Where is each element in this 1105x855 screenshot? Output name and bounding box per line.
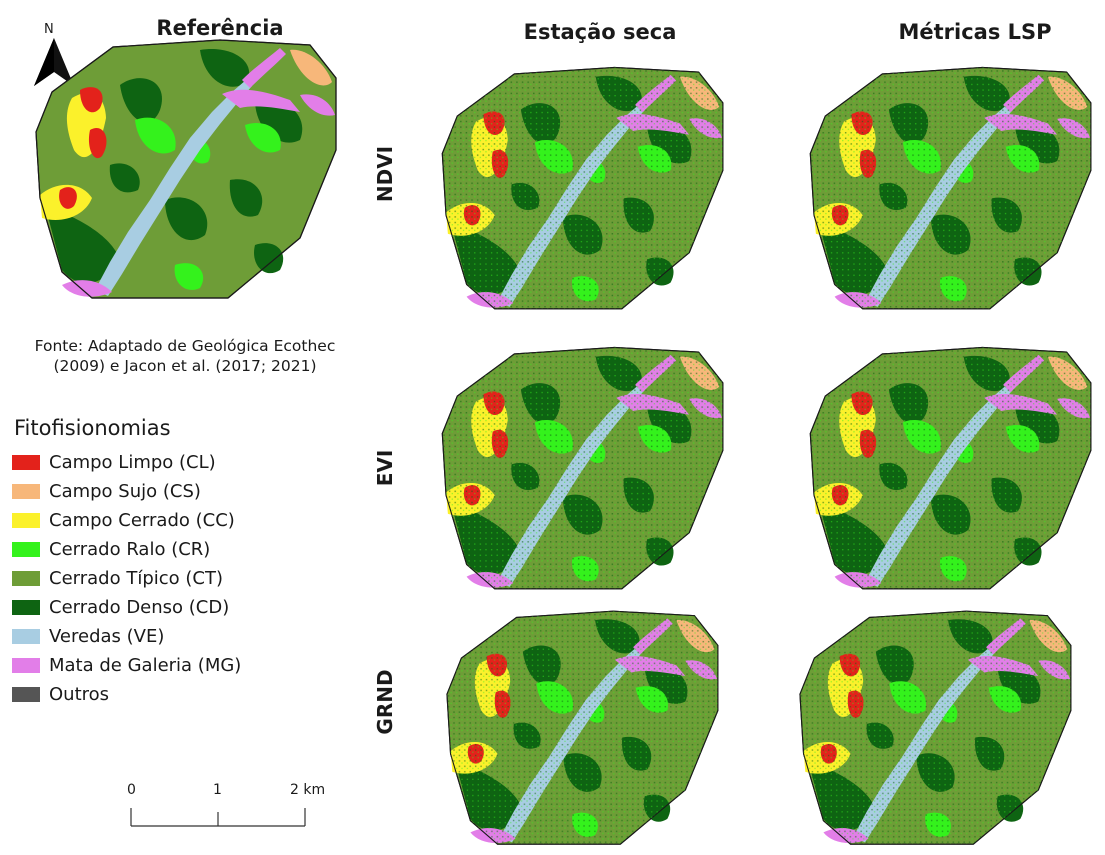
map-referencia bbox=[35, 39, 337, 299]
legend-item: Campo Sujo (CS) bbox=[12, 477, 352, 506]
legend-item: Cerrado Denso (CD) bbox=[12, 593, 352, 622]
map-estacao-seca-grnd bbox=[446, 610, 719, 845]
legend-label: Veredas (VE) bbox=[49, 626, 165, 647]
legend-swatch bbox=[12, 513, 40, 528]
legend-item: Campo Limpo (CL) bbox=[12, 448, 352, 477]
scale-bar: 0 1 2 km bbox=[120, 782, 340, 842]
column-title-referencia: Referência bbox=[156, 16, 284, 40]
map-estacao-seca-ndvi bbox=[441, 66, 724, 310]
legend-item: Outros bbox=[12, 680, 352, 709]
column-title-estacao-seca: Estação seca bbox=[523, 20, 677, 44]
map-metricas-lsp-evi bbox=[809, 346, 1092, 590]
legend-swatch bbox=[12, 571, 40, 586]
legend-swatch bbox=[12, 629, 40, 644]
north-arrow-icon bbox=[34, 38, 74, 86]
legend-label: Cerrado Típico (CT) bbox=[49, 568, 223, 589]
source-line-2: (2009) e Jacon et al. (2017; 2021) bbox=[53, 357, 317, 375]
scale-label-1: 1 bbox=[213, 782, 222, 798]
legend-swatch bbox=[12, 455, 40, 470]
legend-items: Campo Limpo (CL) Campo Sujo (CS) Campo Cer… bbox=[12, 448, 352, 709]
legend-label: Campo Cerrado (CC) bbox=[49, 510, 235, 531]
legend-label: Mata de Galeria (MG) bbox=[49, 655, 242, 676]
legend-item: Mata de Galeria (MG) bbox=[12, 651, 352, 680]
scale-label-2km: 2 km bbox=[290, 782, 326, 798]
legend-item: Cerrado Ralo (CR) bbox=[12, 535, 352, 564]
map-metricas-lsp-grnd bbox=[799, 610, 1072, 845]
scale-label-0: 0 bbox=[127, 782, 136, 798]
north-arrow: N bbox=[30, 22, 80, 92]
column-title-metricas-lsp: Métricas LSP bbox=[898, 20, 1052, 44]
legend: Fitofisionomias Campo Limpo (CL) Campo Su… bbox=[12, 416, 352, 709]
legend-item: Veredas (VE) bbox=[12, 622, 352, 651]
map-metricas-lsp-ndvi bbox=[809, 66, 1092, 310]
legend-title: Fitofisionomias bbox=[14, 416, 171, 440]
legend-item: Cerrado Típico (CT) bbox=[12, 564, 352, 593]
source-text: Fonte: Adaptado de Geológica Ecothec (20… bbox=[0, 336, 370, 376]
legend-swatch bbox=[12, 658, 40, 673]
scale-bar-line bbox=[130, 808, 306, 827]
legend-label: Campo Limpo (CL) bbox=[49, 452, 216, 473]
legend-swatch bbox=[12, 542, 40, 557]
source-line-1: Fonte: Adaptado de Geológica Ecothec bbox=[34, 337, 336, 355]
legend-swatch bbox=[12, 600, 40, 615]
legend-item: Campo Cerrado (CC) bbox=[12, 506, 352, 535]
legend-swatch bbox=[12, 687, 40, 702]
north-label: N bbox=[44, 22, 54, 37]
legend-swatch bbox=[12, 484, 40, 499]
legend-label: Cerrado Denso (CD) bbox=[49, 597, 230, 618]
map-estacao-seca-evi bbox=[441, 346, 724, 590]
legend-label: Cerrado Ralo (CR) bbox=[49, 539, 211, 560]
legend-label: Outros bbox=[49, 684, 110, 705]
legend-label: Campo Sujo (CS) bbox=[49, 481, 201, 502]
